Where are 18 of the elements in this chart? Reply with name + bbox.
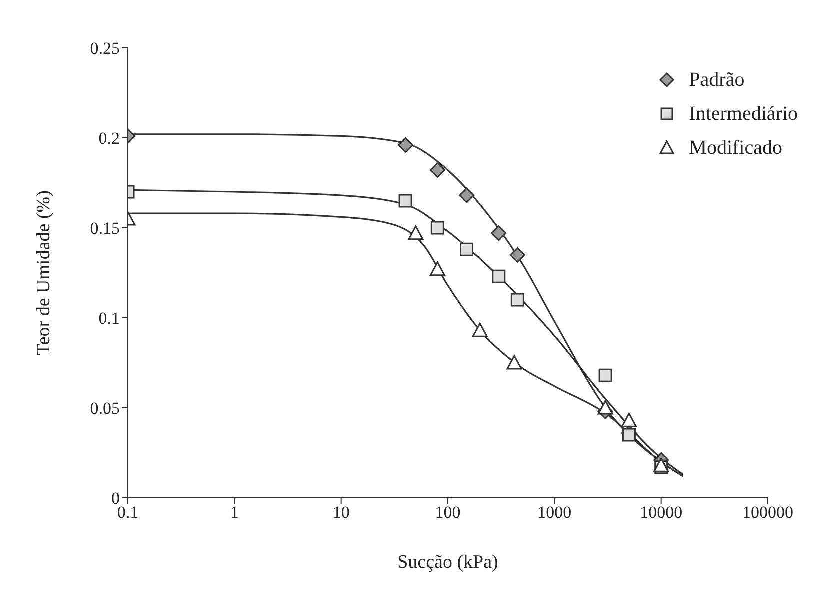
y-tick-label: 0.25 [90, 39, 120, 58]
y-tick-label: 0.05 [90, 399, 120, 418]
y-tick-label: 0.15 [90, 219, 120, 238]
x-tick-label: 10 [332, 503, 350, 522]
y-tick-label: 0.2 [98, 129, 120, 148]
legend-label: Modificado [689, 136, 782, 161]
y-tick-label: 0.1 [98, 309, 120, 328]
y-tick-label: 0 [112, 489, 120, 508]
x-tick-label: 0.1 [117, 503, 139, 522]
x-tick-label: 100 [435, 503, 461, 522]
x-tick-label: 10000 [640, 503, 683, 522]
x-tick-label: 100000 [742, 503, 794, 522]
legend-label: Intermediário [689, 102, 798, 127]
legend-label: Padrão [689, 68, 745, 93]
x-tick-label: 1000 [538, 503, 572, 522]
x-tick-label: 1 [230, 503, 239, 522]
x-axis-title: Sucção (kPa) [398, 552, 498, 573]
y-axis-title: Teor de Umidade (%) [34, 190, 55, 356]
